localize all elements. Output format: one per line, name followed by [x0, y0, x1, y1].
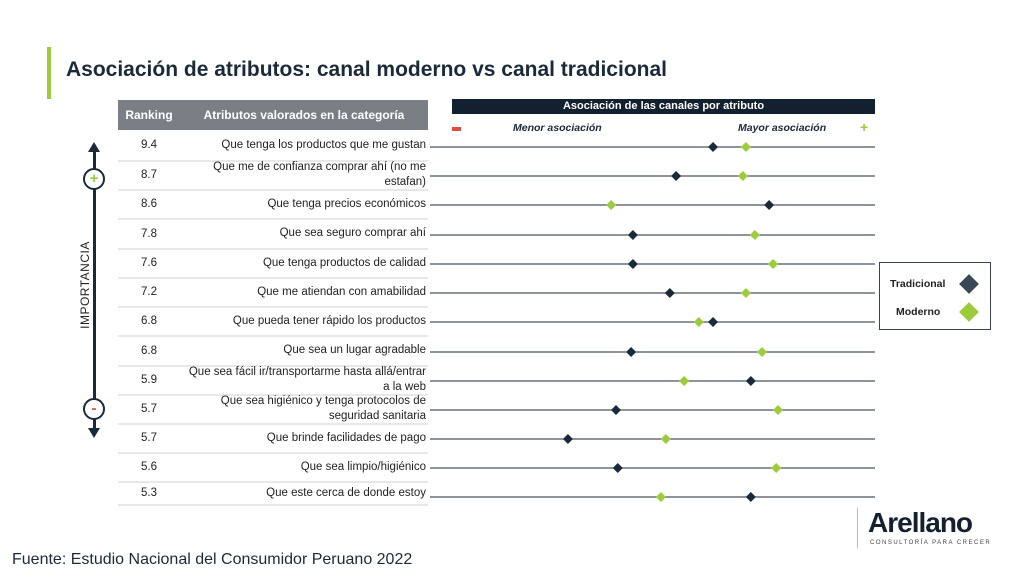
marker-tradicional	[764, 200, 775, 210]
importance-axis	[93, 150, 96, 432]
plus-icon: +	[860, 119, 869, 135]
ranking-value: 7.2	[141, 286, 157, 298]
attribute-label: Que me de confianza comprar ahí (no me e…	[213, 161, 426, 188]
marker-moderno	[772, 405, 783, 415]
minus-icon	[452, 127, 461, 131]
ranking-value: 9.4	[141, 139, 157, 152]
table-row: 9.4 Que tenga los productos que me gustan	[118, 131, 428, 162]
marker-tradicional	[708, 142, 719, 152]
ranking-value: 7.8	[141, 227, 157, 240]
marker-moderno	[740, 142, 751, 152]
attribute-label: Que sea fácil ir/transportarme hasta all…	[188, 366, 426, 393]
logo-divider	[857, 508, 858, 548]
marker-moderno	[679, 376, 690, 386]
marker-moderno	[740, 288, 751, 298]
attribute-label: Que brinde facilidades de pago	[266, 431, 426, 444]
table-row: 6.8 Que sea un lugar agradable	[118, 337, 428, 367]
high-association-label: Mayor asociación	[738, 122, 827, 134]
ranking-value: 8.6	[141, 198, 157, 211]
attribute-label: Que tenga los productos que me gustan	[221, 138, 426, 151]
ranking-value: 7.6	[141, 257, 157, 269]
table-row: 6.8 Que pueda tener rápido los productos	[118, 308, 428, 337]
marker-tradicional	[627, 259, 638, 269]
page-title: Asociación de atributos: canal moderno v…	[66, 58, 667, 81]
marker-tradicional	[562, 434, 573, 444]
marker-tradicional	[745, 376, 756, 386]
marker-moderno	[606, 200, 617, 210]
marker-tradicional	[708, 317, 719, 327]
marker-moderno	[749, 230, 760, 240]
ranking-value: 5.7	[141, 403, 157, 415]
legend-marker-tradicional	[959, 274, 979, 294]
header-attribute: Atributos valorados en la categoría	[203, 108, 405, 122]
attribute-label: Que tenga productos de calidad	[262, 256, 426, 269]
ranking-value: 6.8	[141, 344, 157, 357]
marker-tradicional	[626, 347, 637, 357]
table-row: 8.6 Que tenga precios económicos	[118, 191, 428, 220]
table-header: Ranking Atributos valorados en la catego…	[118, 100, 428, 130]
table-row: 8.7 Que me de confianza comprar ahí (no m…	[118, 161, 428, 191]
table-row: 5.6 Que sea limpio/higiénico	[118, 454, 428, 483]
ranking-table: Ranking Atributos valorados en la catego…	[118, 100, 428, 130]
title-accent-bar	[47, 47, 51, 99]
table-row: 7.8 Que sea seguro comprar ahí	[118, 220, 428, 250]
marker-tradicional	[745, 492, 756, 502]
ranking-value: 5.6	[141, 461, 157, 473]
logo-tagline: CONSULTORÍA PARA CRECER	[870, 540, 992, 546]
table-row: 7.2 Que me atiendan con amabilidad	[118, 279, 428, 308]
legend-label-moderno: Moderno	[896, 306, 941, 318]
marker-moderno	[660, 434, 671, 444]
header-ranking: Ranking	[125, 108, 173, 122]
attribute-label: Que pueda tener rápido los productos	[232, 314, 426, 327]
ranking-value: 5.9	[141, 374, 157, 386]
marker-moderno	[771, 463, 782, 473]
table-row: 5.7 Que brinde facilidades de pago	[118, 425, 428, 454]
marker-moderno	[768, 259, 779, 269]
legend-label-tradicional: Tradicional	[890, 278, 946, 290]
marker-moderno	[655, 492, 666, 502]
ranking-value: 5.3	[141, 487, 157, 500]
marker-tradicional	[612, 463, 623, 473]
arrow-up-icon	[88, 142, 100, 152]
marker-tradicional	[671, 171, 682, 181]
table-row: 5.7 Que sea higiénico y tenga protocolos …	[118, 395, 428, 425]
marker-moderno	[693, 317, 704, 327]
arrow-down-icon	[88, 428, 100, 438]
plus-circle-icon: +	[83, 168, 105, 190]
low-association-label: Menor asociación	[513, 122, 602, 134]
table-row: 5.9 Que sea fácil ir/transportarme hasta …	[118, 366, 428, 396]
marker-moderno	[756, 347, 767, 357]
marker-moderno	[737, 171, 748, 181]
chart-title: Asociación de las canales por atributo	[452, 99, 875, 114]
ranking-value: 8.7	[141, 169, 157, 181]
minus-circle-icon: -	[83, 398, 105, 420]
attribute-label: Que sea higiénico y tenga protocolos de …	[220, 395, 426, 422]
attribute-label: Que este cerca de donde estoy	[266, 486, 426, 499]
ranking-value: 5.7	[141, 432, 157, 444]
ranking-value: 6.8	[141, 315, 157, 328]
source-note: Fuente: Estudio Nacional del Consumidor …	[12, 551, 413, 568]
attribute-label: Que tenga precios económicos	[267, 197, 426, 210]
attribute-label: Que sea seguro comprar ahí	[279, 227, 426, 240]
legend: Tradicional Moderno	[879, 262, 991, 330]
legend-marker-moderno	[959, 302, 979, 322]
marker-tradicional	[611, 405, 622, 415]
attribute-label: Que sea limpio/higiénico	[300, 460, 426, 473]
attribute-label: Que sea un lugar agradable	[283, 344, 426, 357]
attribute-label: Que me atiendan con amabilidad	[257, 285, 426, 298]
marker-tradicional	[627, 230, 638, 240]
marker-tradicional	[664, 288, 675, 298]
table-row: 5.3 Que este cerca de donde estoy	[118, 483, 428, 506]
arellano-logo: Arellano	[868, 507, 973, 538]
table-row: 7.6 Que tenga productos de calidad	[118, 250, 428, 279]
